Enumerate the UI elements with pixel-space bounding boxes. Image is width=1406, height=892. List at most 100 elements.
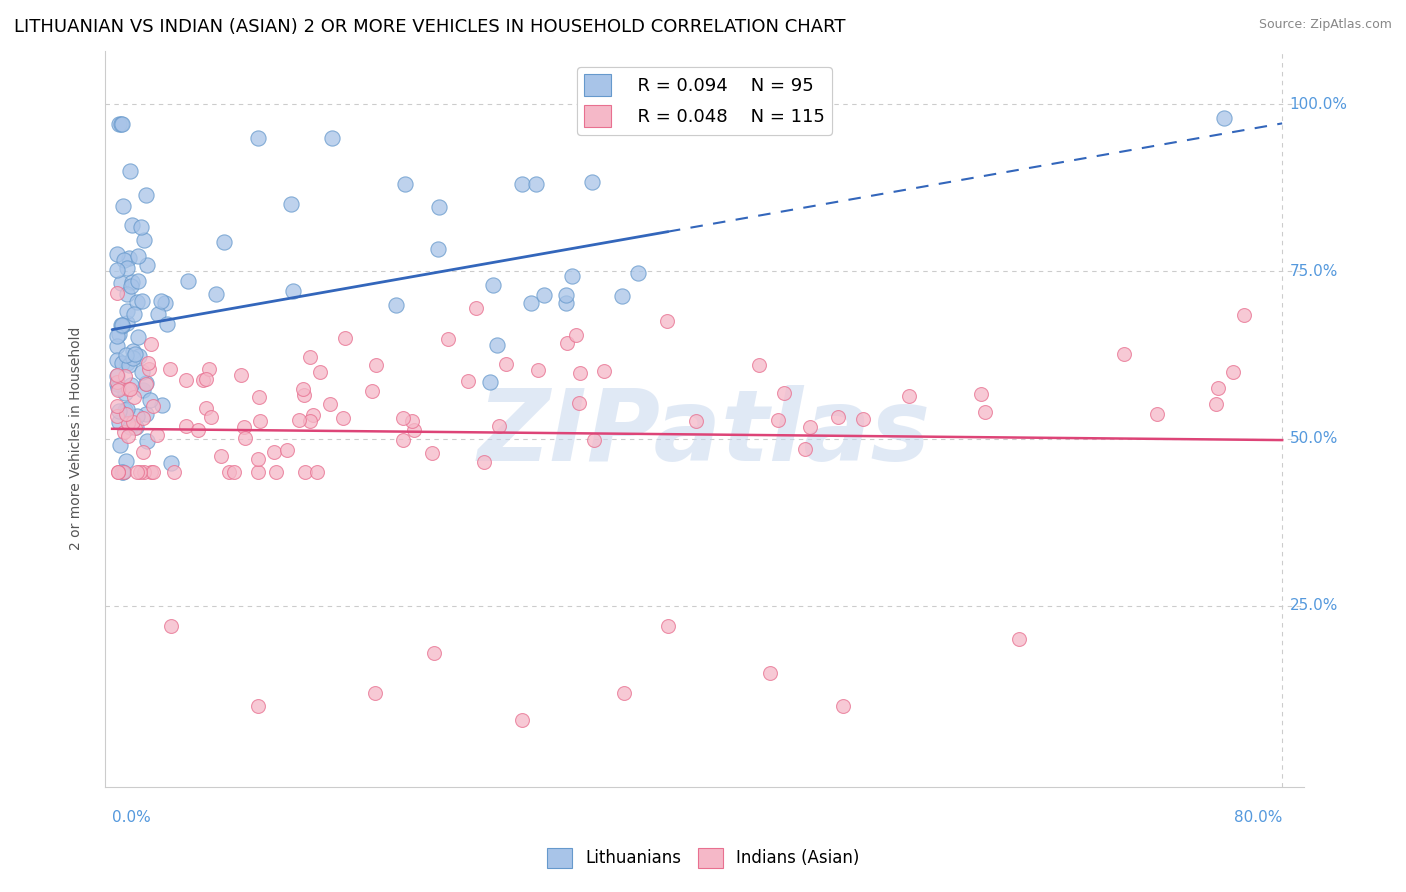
Point bbox=[136, 434, 159, 449]
Point bbox=[773, 385, 796, 400]
Point bbox=[422, 446, 444, 460]
Point bbox=[135, 408, 157, 422]
Point bbox=[110, 277, 132, 291]
Point bbox=[832, 699, 855, 714]
Point bbox=[246, 465, 269, 479]
Point bbox=[125, 465, 148, 479]
Point bbox=[124, 421, 146, 435]
Point bbox=[132, 444, 155, 458]
Point bbox=[191, 373, 214, 387]
Point bbox=[657, 619, 679, 633]
Point bbox=[472, 455, 495, 469]
Point bbox=[555, 335, 578, 350]
Point bbox=[149, 293, 172, 308]
Point bbox=[1233, 308, 1256, 322]
Point bbox=[114, 369, 136, 384]
Point bbox=[115, 304, 138, 318]
Point bbox=[159, 619, 181, 633]
Point bbox=[135, 258, 157, 272]
Point bbox=[125, 409, 148, 424]
Point bbox=[156, 317, 179, 331]
Point bbox=[138, 362, 160, 376]
Point bbox=[107, 465, 129, 479]
Point bbox=[177, 274, 200, 288]
Point bbox=[527, 363, 550, 377]
Point bbox=[1206, 381, 1229, 395]
Point bbox=[264, 465, 287, 479]
Point bbox=[115, 454, 138, 468]
Point bbox=[124, 307, 146, 321]
Point bbox=[364, 686, 387, 700]
Point bbox=[111, 355, 134, 369]
Text: 100.0%: 100.0% bbox=[1289, 96, 1347, 112]
Point bbox=[118, 252, 141, 266]
Point bbox=[122, 390, 145, 404]
Point bbox=[247, 390, 270, 404]
Point bbox=[121, 351, 143, 365]
Point bbox=[479, 376, 502, 390]
Legend:   R = 0.094    N = 95,   R = 0.048    N = 115: R = 0.094 N = 95, R = 0.048 N = 115 bbox=[576, 67, 832, 135]
Point bbox=[394, 178, 416, 192]
Point bbox=[132, 233, 155, 247]
Point bbox=[121, 275, 143, 289]
Point bbox=[263, 445, 285, 459]
Point bbox=[111, 465, 134, 479]
Point bbox=[555, 288, 578, 302]
Point bbox=[292, 388, 315, 402]
Point bbox=[283, 284, 305, 298]
Point bbox=[128, 349, 150, 363]
Point bbox=[107, 465, 129, 479]
Point bbox=[897, 389, 920, 403]
Point bbox=[122, 415, 145, 429]
Point bbox=[222, 465, 245, 479]
Point bbox=[115, 286, 138, 301]
Point bbox=[108, 404, 131, 418]
Point bbox=[247, 130, 270, 145]
Point bbox=[568, 396, 591, 410]
Point bbox=[117, 429, 139, 443]
Point bbox=[249, 415, 271, 429]
Point bbox=[361, 384, 384, 398]
Legend: Lithuanians, Indians (Asian): Lithuanians, Indians (Asian) bbox=[540, 841, 866, 875]
Text: 2 or more Vehicles in Household: 2 or more Vehicles in Household bbox=[69, 327, 83, 550]
Point bbox=[194, 372, 217, 386]
Point bbox=[247, 699, 270, 714]
Point bbox=[318, 397, 340, 411]
Point bbox=[160, 457, 183, 471]
Point bbox=[107, 383, 129, 397]
Point bbox=[391, 433, 413, 447]
Point bbox=[135, 376, 157, 391]
Point bbox=[627, 266, 650, 280]
Point bbox=[135, 187, 157, 202]
Point bbox=[200, 409, 222, 424]
Point bbox=[110, 318, 132, 332]
Point bbox=[124, 346, 146, 360]
Text: 25.0%: 25.0% bbox=[1289, 599, 1339, 614]
Point bbox=[131, 365, 153, 379]
Point bbox=[276, 442, 298, 457]
Point bbox=[495, 357, 517, 371]
Point bbox=[457, 374, 479, 388]
Point bbox=[112, 465, 135, 479]
Point bbox=[748, 358, 770, 372]
Point bbox=[118, 358, 141, 372]
Point bbox=[120, 279, 142, 293]
Point bbox=[561, 268, 583, 283]
Point bbox=[852, 412, 875, 426]
Point bbox=[112, 199, 135, 213]
Point bbox=[332, 411, 354, 425]
Point bbox=[593, 363, 616, 377]
Point bbox=[298, 414, 321, 428]
Point bbox=[142, 399, 165, 413]
Point bbox=[197, 361, 219, 376]
Point bbox=[142, 465, 165, 479]
Point bbox=[969, 387, 991, 401]
Point bbox=[105, 263, 128, 277]
Point bbox=[759, 665, 782, 680]
Point bbox=[105, 353, 128, 368]
Point bbox=[205, 287, 228, 301]
Point bbox=[233, 420, 256, 434]
Point bbox=[105, 376, 128, 391]
Point bbox=[115, 260, 138, 275]
Point bbox=[114, 403, 136, 417]
